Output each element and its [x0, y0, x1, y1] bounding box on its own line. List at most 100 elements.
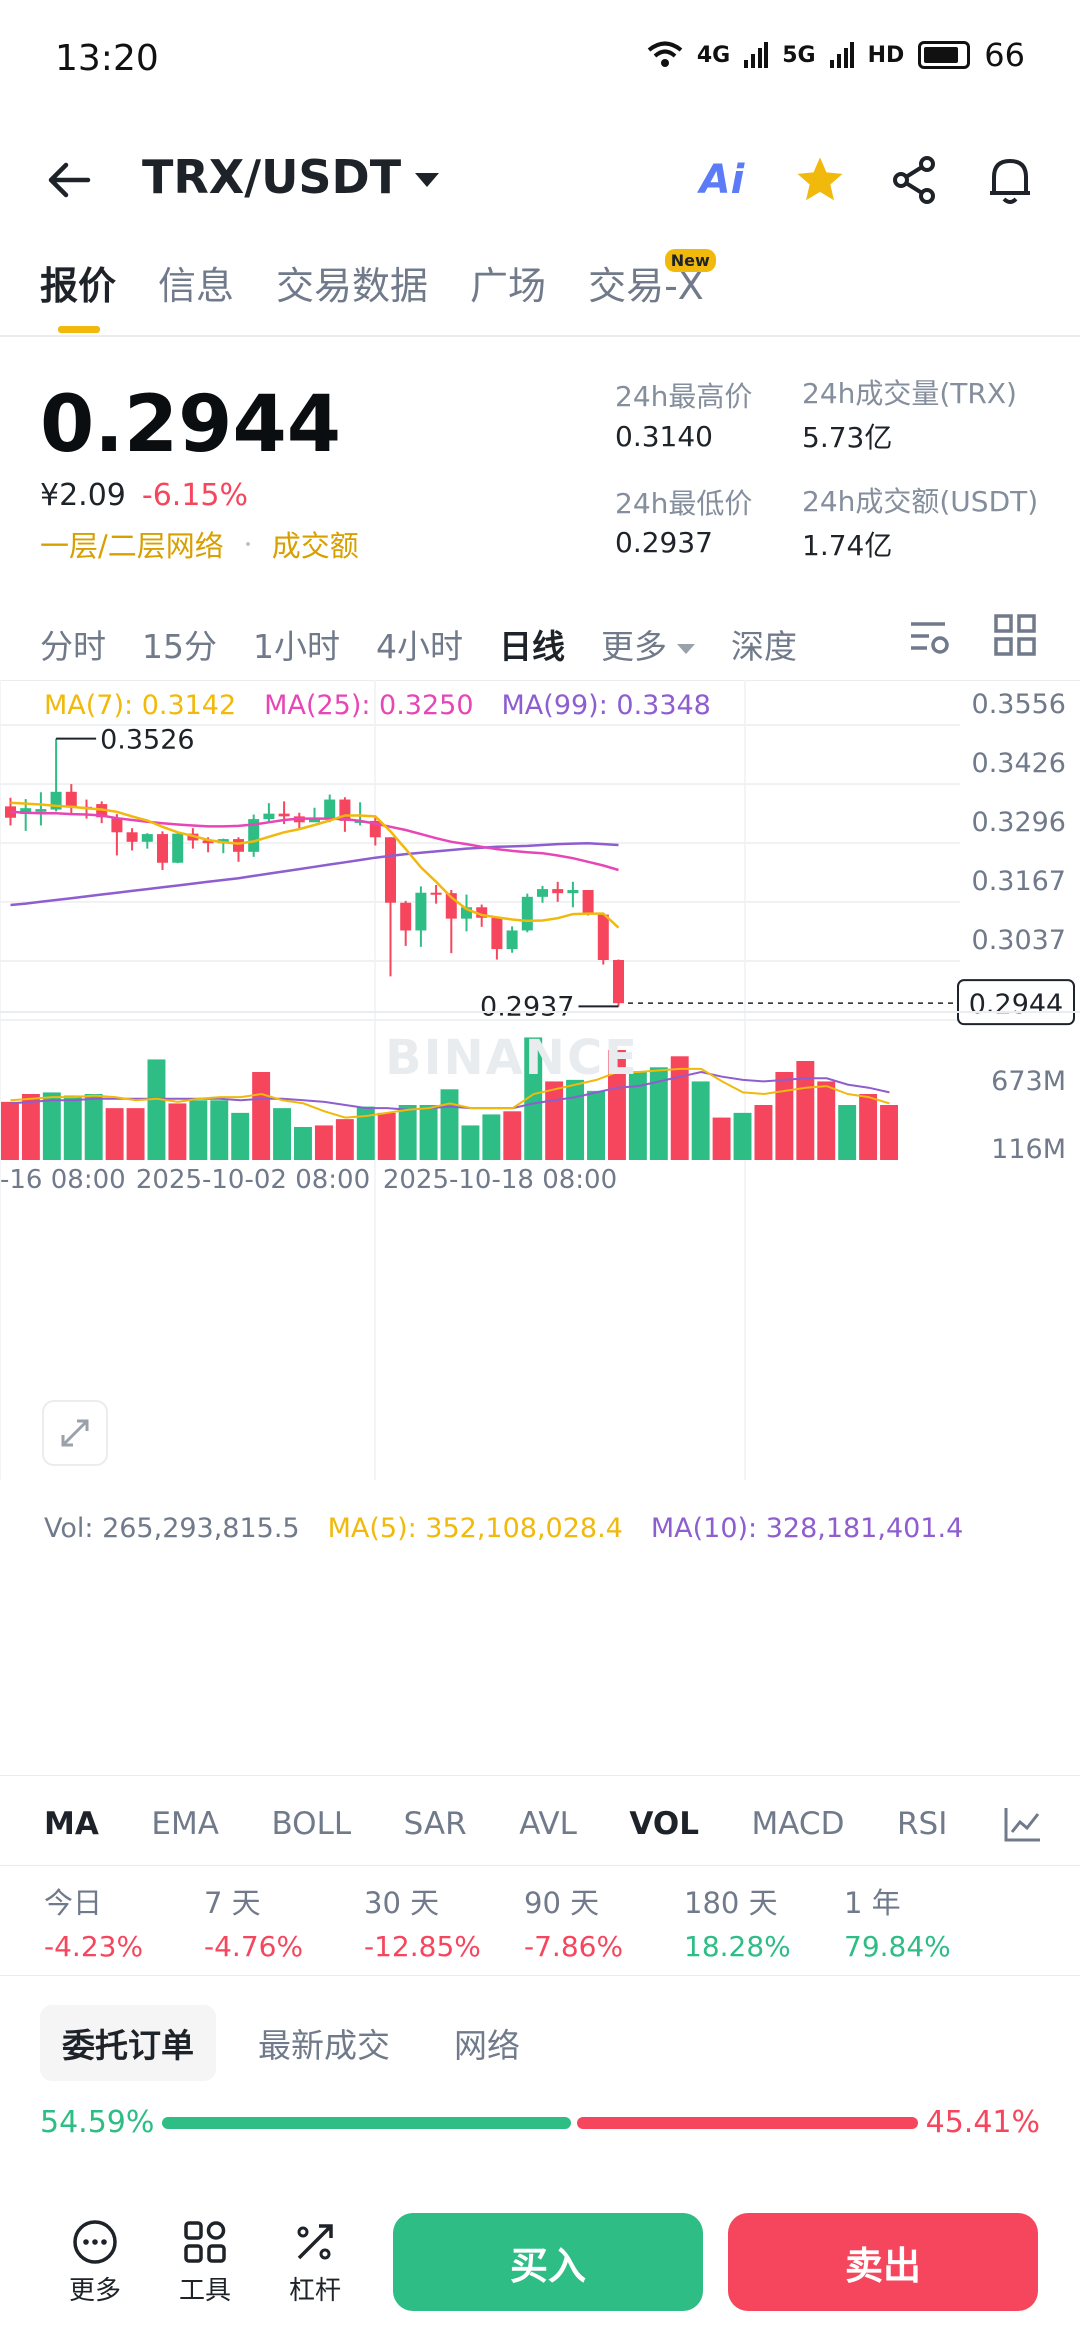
candle-up — [20, 808, 32, 815]
vol-ma5-line — [10, 1067, 890, 1119]
candle-up — [324, 799, 336, 819]
leverage-button[interactable]: 杠杆 — [270, 2218, 360, 2307]
amount-value: 1.74亿 — [802, 529, 893, 562]
volume-bar — [294, 1127, 312, 1160]
candle-up — [248, 819, 260, 852]
pair-selector[interactable]: TRX/USDT — [142, 150, 440, 204]
vol-label: Vol: 265,293,815.5 — [44, 1513, 300, 1544]
tab-square[interactable]: 广场 — [470, 264, 547, 308]
watermark-text: BINANCE — [385, 1030, 639, 1086]
candle-up — [50, 791, 62, 810]
indicator-vol[interactable]: VOL — [629, 1806, 699, 1842]
perf-label: 180 天 — [684, 1886, 778, 1920]
buy-button[interactable]: 买入 — [393, 2213, 703, 2311]
tab-latest-trades[interactable]: 最新成交 — [258, 2026, 390, 2065]
volume-bar — [838, 1105, 857, 1160]
share-button[interactable] — [885, 150, 945, 210]
indicator-avl[interactable]: AVL — [519, 1806, 577, 1842]
ma-legend: MA(7): 0.3142 MA(25): 0.3250 MA(99): 0.3… — [44, 690, 711, 721]
sell-button[interactable]: 卖出 — [728, 2213, 1038, 2311]
perf-value: 79.84% — [844, 1930, 951, 1963]
candle-up — [521, 896, 533, 931]
bell-icon — [990, 159, 1030, 204]
tab-quote[interactable]: 报价 — [40, 264, 117, 308]
perf-value: 18.28% — [684, 1930, 791, 1963]
interval-1h[interactable]: 1小时 — [253, 627, 340, 666]
candle-down — [111, 818, 123, 833]
volume-bar — [419, 1105, 438, 1160]
volume-bar — [775, 1072, 794, 1160]
indicator-rsi[interactable]: RSI — [896, 1806, 948, 1842]
candle-up — [415, 892, 427, 931]
tab-network[interactable]: 网络 — [454, 2026, 520, 2065]
volume-bar — [377, 1112, 396, 1160]
tag-turnover[interactable]: 成交额 — [271, 529, 359, 563]
volume-bar — [691, 1081, 710, 1160]
x-axis-tick-label: -16 08:00 — [0, 1165, 126, 1195]
interval-time[interactable]: 分时 — [40, 627, 106, 666]
volume-bar — [754, 1105, 773, 1160]
tab-info[interactable]: 信息 — [158, 264, 235, 308]
ma7-label: MA(7): 0.3142 — [44, 690, 237, 721]
tab-trading-data[interactable]: 交易数据 — [276, 264, 429, 308]
perf-label: 90 天 — [524, 1886, 600, 1920]
fullscreen-button[interactable] — [42, 1400, 108, 1466]
hd-indicator: HD — [867, 42, 905, 68]
divider — [0, 335, 1080, 337]
sell-ratio-fill — [577, 2117, 918, 2129]
candle-down — [476, 907, 488, 918]
ma99-label: MA(99): 0.3348 — [501, 690, 711, 721]
candle-up — [172, 833, 184, 863]
buy-sell-ratio-bar — [162, 2117, 918, 2129]
candle-down — [552, 889, 564, 894]
divider — [0, 1865, 1080, 1866]
interval-more[interactable]: 更多 — [601, 620, 695, 668]
more-button[interactable]: 更多 — [50, 2218, 140, 2307]
candlestick-chart[interactable]: 0.35560.34260.32960.31670.30370.29070.35… — [0, 680, 1080, 1770]
tab-trade-x[interactable]: 交易-X New — [588, 249, 716, 310]
tools-button[interactable]: 工具 — [160, 2218, 250, 2307]
volume-label: 24h成交量(TRX) — [802, 377, 1017, 410]
tab-order-book[interactable]: 委托订单 — [40, 2005, 216, 2081]
candle-down — [126, 832, 138, 842]
perf-value: -12.85% — [364, 1930, 481, 1963]
indicator-settings-icon[interactable] — [1000, 1802, 1044, 1846]
indicator-macd[interactable]: MACD — [751, 1806, 845, 1842]
volume-bar — [649, 1067, 668, 1160]
interval-depth[interactable]: 深度 — [731, 627, 797, 666]
volume-bar — [84, 1094, 103, 1160]
back-button[interactable] — [40, 150, 100, 210]
candle-down — [278, 813, 290, 817]
interval-1d[interactable]: 日线 — [499, 627, 565, 666]
indicator-sar[interactable]: SAR — [403, 1806, 467, 1842]
indicator-ema[interactable]: EMA — [151, 1806, 219, 1842]
ai-button[interactable]: Ai — [692, 150, 752, 210]
candle-down — [613, 960, 624, 1004]
y-axis-tick-label: 0.3037 — [972, 925, 1066, 956]
perf-label: 今日 — [44, 1886, 103, 1920]
volume-bar — [670, 1056, 689, 1160]
tools-label: 工具 — [178, 2276, 231, 2306]
volume-bar — [314, 1125, 333, 1160]
alert-button[interactable] — [980, 150, 1040, 210]
candle-down — [491, 917, 503, 950]
perf-1y: 1 年 79.84% — [844, 1880, 1004, 1963]
volume-bar — [524, 1037, 543, 1160]
chart-settings-button[interactable] — [905, 612, 953, 664]
layout-grid-button[interactable] — [992, 612, 1038, 662]
perf-today: 今日 -4.23% — [44, 1880, 204, 1963]
volume-bar — [273, 1108, 292, 1160]
caret-down-icon — [677, 643, 695, 654]
caret-down-icon — [415, 173, 440, 187]
candle-down — [157, 834, 168, 863]
tag-layer-network[interactable]: 一层/二层网络 — [40, 529, 224, 563]
indicator-ma[interactable]: MA — [44, 1806, 99, 1842]
battery-level: 66 — [984, 36, 1025, 74]
interval-4h[interactable]: 4小时 — [376, 627, 463, 666]
chart-settings-icon — [911, 622, 949, 654]
cny-price: ¥2.09 — [40, 478, 126, 513]
tab-indicator — [58, 326, 100, 333]
interval-15m[interactable]: 15分 — [142, 627, 217, 666]
favorite-button[interactable] — [790, 150, 850, 210]
indicator-boll[interactable]: BOLL — [271, 1806, 352, 1842]
